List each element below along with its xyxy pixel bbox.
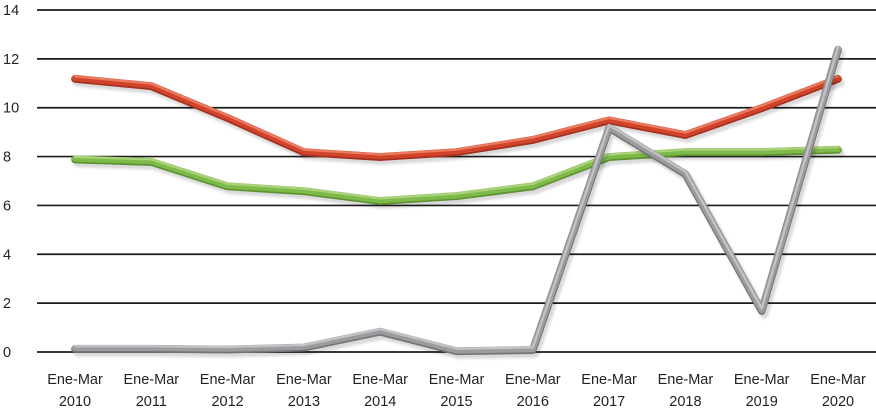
x-tick-label-year: 2018 [669,394,701,410]
x-tick-label-year: 2016 [517,394,549,410]
red-series-line [71,74,845,165]
gray-series-line [71,45,845,360]
x-axis-labels: Ene-Mar 2010 Ene-Mar 2011 Ene-Mar 2012 Ene-Mar… [47,372,866,410]
x-tick-label-period: Ene-Mar [276,372,332,388]
y-tick-label: 0 [3,345,11,361]
x-tick-label-period: Ene-Mar [352,372,408,388]
x-tick-label-year: 2010 [59,394,91,410]
x-tick-label-year: 2014 [364,394,396,410]
x-tick-label-period: Ene-Mar [658,372,714,388]
x-tick-label-period: Ene-Mar [505,372,561,388]
red-series-highlight [73,75,840,156]
y-tick-label: 4 [3,247,11,263]
x-tick-label-year: 2020 [822,394,854,410]
x-tick-label-period: Ene-Mar [200,372,256,388]
gray-series-highlight [73,45,840,350]
x-tick-label-period: Ene-Mar [429,372,485,388]
y-tick-label: 2 [3,296,11,312]
y-axis-labels: 0 2 4 6 8 10 12 14 [3,3,19,361]
green-series-highlight [73,145,840,200]
y-tick-label: 12 [3,52,19,68]
x-tick-label-year: 2012 [211,394,243,410]
y-tick-label: 14 [3,3,19,19]
gridlines-group [37,9,876,353]
x-tick-label-period: Ene-Mar [734,372,790,388]
gray-series-shadow [73,48,845,360]
x-tick-label-period: Ene-Mar [47,372,103,388]
red-series-body [71,74,842,160]
y-tick-label: 6 [3,198,11,214]
y-tick-label: 8 [3,150,11,166]
x-tick-label-year: 2017 [593,394,625,410]
x-tick-label-year: 2013 [288,394,320,410]
x-tick-label-period: Ene-Mar [581,372,637,388]
x-tick-label-period: Ene-Mar [810,372,866,388]
y-tick-label: 10 [3,101,19,117]
x-tick-label-year: 2011 [136,394,167,410]
x-tick-label-year: 2015 [440,394,472,410]
green-series-line [71,145,845,209]
x-tick-label-year: 2019 [746,394,778,410]
x-tick-label-period: Ene-Mar [123,372,179,388]
green-series-body [71,145,842,204]
